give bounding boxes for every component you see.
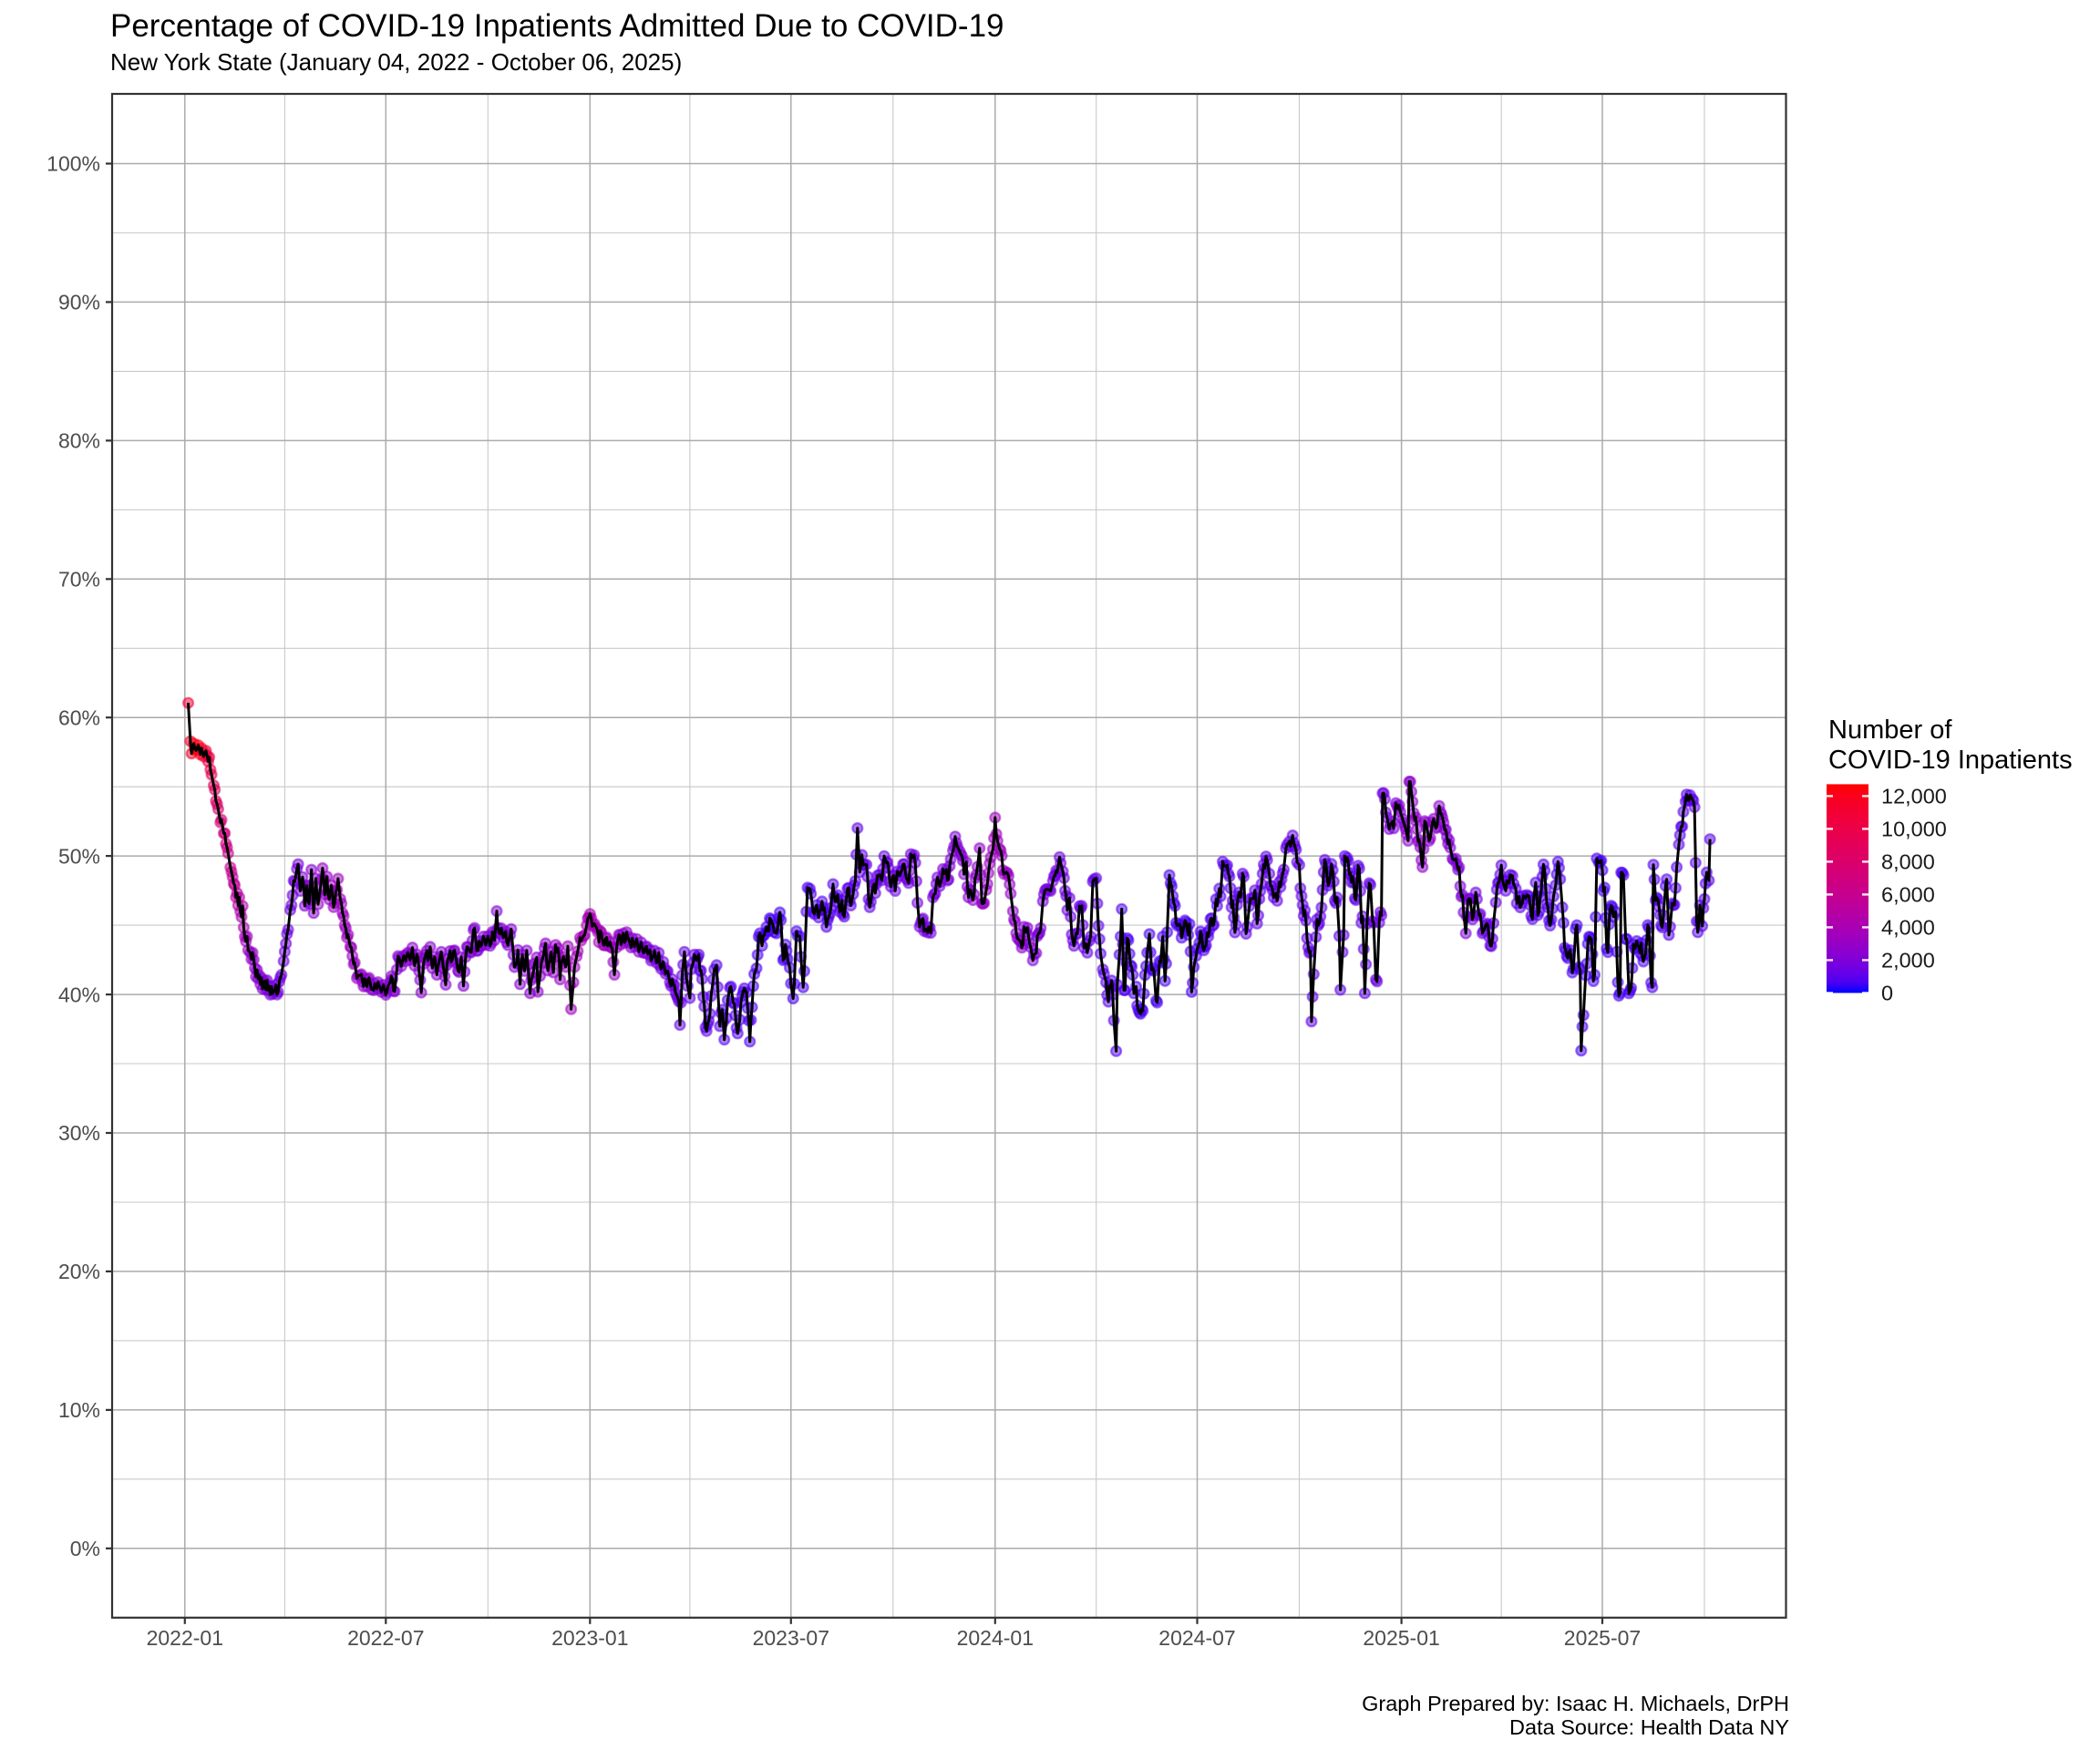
svg-text:0: 0 — [1881, 982, 1893, 1005]
svg-text:Data Source: Health Data NY: Data Source: Health Data NY — [1509, 1715, 1789, 1739]
svg-text:8,000: 8,000 — [1881, 850, 1935, 874]
svg-text:30%: 30% — [58, 1121, 100, 1145]
svg-text:0%: 0% — [70, 1537, 100, 1560]
svg-text:40%: 40% — [58, 983, 100, 1006]
svg-text:Graph Prepared by: Isaac H. Mi: Graph Prepared by: Isaac H. Michaels, Dr… — [1362, 1692, 1789, 1715]
svg-text:70%: 70% — [58, 568, 100, 592]
svg-text:Number of: Number of — [1828, 715, 1952, 745]
svg-text:2022-01: 2022-01 — [147, 1626, 223, 1650]
svg-text:100%: 100% — [46, 152, 100, 176]
svg-text:2024-07: 2024-07 — [1158, 1626, 1235, 1650]
svg-text:2025-07: 2025-07 — [1564, 1626, 1641, 1650]
svg-text:Percentage of COVID-19 Inpatie: Percentage of COVID-19 Inpatients Admitt… — [110, 8, 1004, 44]
svg-text:20%: 20% — [58, 1260, 100, 1283]
svg-text:2023-01: 2023-01 — [551, 1626, 628, 1650]
svg-text:2023-07: 2023-07 — [753, 1626, 829, 1650]
svg-text:2024-01: 2024-01 — [957, 1626, 1034, 1650]
svg-text:60%: 60% — [58, 705, 100, 729]
svg-text:2022-07: 2022-07 — [347, 1626, 424, 1650]
svg-text:10%: 10% — [58, 1398, 100, 1422]
svg-text:50%: 50% — [58, 844, 100, 868]
svg-text:2,000: 2,000 — [1881, 949, 1935, 973]
svg-text:90%: 90% — [58, 291, 100, 314]
svg-text:COVID-19 Inpatients: COVID-19 Inpatients — [1828, 746, 2073, 775]
svg-text:4,000: 4,000 — [1881, 916, 1935, 940]
svg-text:6,000: 6,000 — [1881, 883, 1935, 907]
svg-text:New York State (January 04, 20: New York State (January 04, 2022 - Octob… — [110, 48, 682, 76]
svg-text:12,000: 12,000 — [1881, 785, 1947, 808]
svg-text:2025-01: 2025-01 — [1363, 1626, 1439, 1650]
svg-text:80%: 80% — [58, 429, 100, 453]
svg-text:10,000: 10,000 — [1881, 818, 1947, 841]
